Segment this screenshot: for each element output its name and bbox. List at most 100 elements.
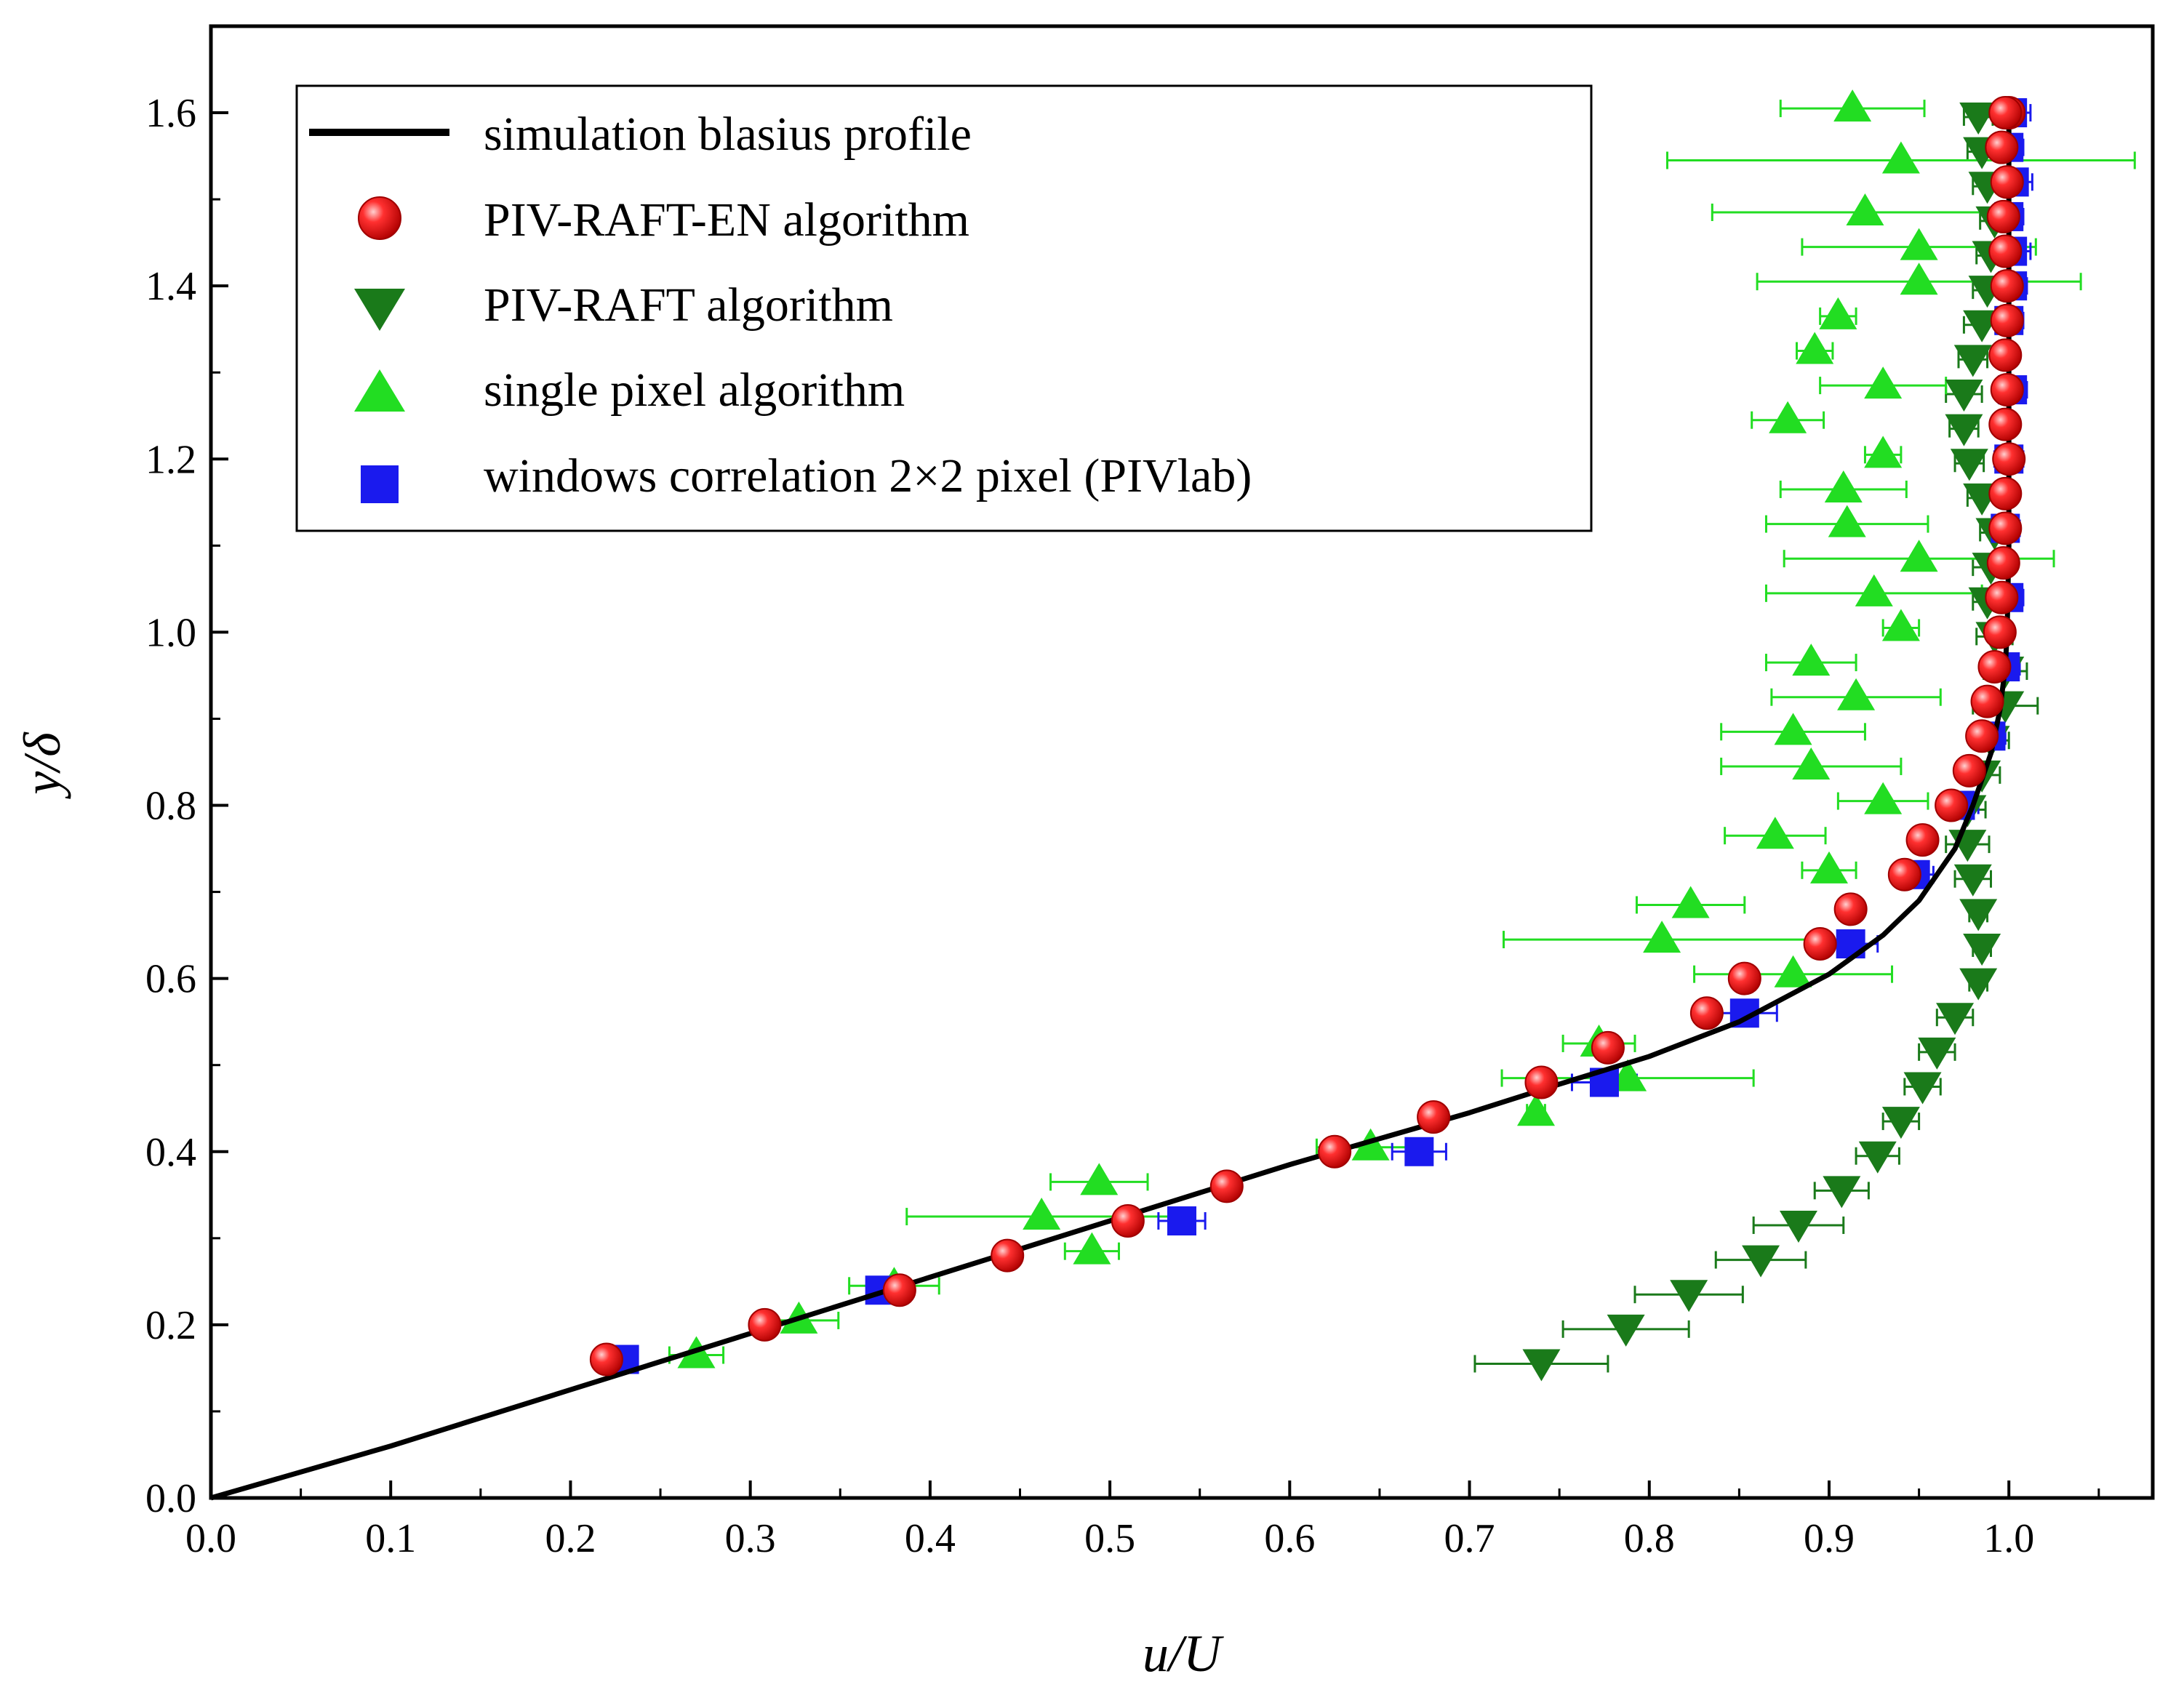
piv-raft-en-point <box>748 1307 782 1342</box>
single-pixel-point <box>1774 713 1812 745</box>
piv-raft-point <box>1858 1141 1897 1174</box>
piv-raft-point <box>1522 1349 1561 1382</box>
legend-label-piv-raft: PIV-RAFT algorithm <box>484 279 893 332</box>
piv-raft-point <box>1963 933 2001 966</box>
piv-raft-en-point <box>1524 1065 1559 1099</box>
single-pixel-point <box>1023 1198 1061 1230</box>
single-pixel-point <box>1900 540 1938 572</box>
piv-raft-point <box>1936 1003 1975 1035</box>
y-axis-title: y/δ <box>13 732 71 800</box>
piv-raft-point <box>1607 1314 1645 1347</box>
single-pixel-point <box>1864 366 1903 399</box>
piv-raft-en-point <box>1952 753 1986 788</box>
piv-raft-en-point <box>1887 857 1921 891</box>
x-tick-label: 0.4 <box>905 1516 956 1561</box>
piv-raft-point <box>1945 414 1983 446</box>
piv-raft-point <box>1950 449 1988 481</box>
single-pixel-point <box>1796 332 1834 364</box>
x-tick-label: 1.0 <box>1983 1516 2034 1561</box>
piv-raft-point <box>1881 1107 1920 1139</box>
x-tick-label: 0.1 <box>365 1516 416 1561</box>
piv-raft-en-point <box>1988 96 2023 130</box>
piv-raft-en-point <box>1990 373 2024 407</box>
single-pixel-point <box>1792 747 1831 780</box>
single-pixel-point <box>1792 644 1831 676</box>
piv-raft-en-point <box>1985 130 2019 164</box>
axis-ticks: 0.0 0.1 0.2 0.3 0.4 0.5 0.6 0.7 0.8 0.9 1.0 0.0 0.2 0… <box>145 25 2100 1561</box>
x-tick-label: 0.7 <box>1444 1516 1495 1561</box>
single-pixel-point <box>1828 505 1866 537</box>
piv-raft-en-point <box>1990 165 2024 199</box>
single-pixel-point <box>1073 1232 1111 1265</box>
single-pixel-point <box>1643 921 1681 953</box>
y-tick-label: 0.6 <box>145 957 196 1002</box>
single-pixel-point <box>1900 228 1938 260</box>
x-tick-label: 0.6 <box>1264 1516 1315 1561</box>
piv-raft-en-point <box>1935 788 1969 822</box>
piv-raft-en-point <box>991 1238 1025 1273</box>
piv-raft-en-point <box>1988 511 2023 545</box>
piv-raft-en-point <box>1833 892 1868 926</box>
piv-raft-en-point <box>1992 442 2026 476</box>
y-tick-label: 0.4 <box>145 1130 196 1175</box>
x-tick-label: 0.5 <box>1084 1516 1135 1561</box>
y-tick-label: 1.0 <box>145 610 196 655</box>
piv-raft-point <box>1953 345 1992 377</box>
single-pixel-point <box>1824 470 1863 502</box>
series-layer <box>210 89 2136 1501</box>
piv-raft-point <box>1953 864 1992 897</box>
single-pixel-point <box>1855 574 1893 606</box>
legend-swatch-piv-raft <box>354 289 405 331</box>
x-tick-label: 0.9 <box>1804 1516 1855 1561</box>
piv-raft-en-point <box>589 1342 623 1377</box>
piv-raft-point <box>1918 1037 1956 1070</box>
single-pixel-point <box>1517 1094 1556 1126</box>
legend-label-windows-correlation: windows correlation 2×2 pixel (PIVlab) <box>484 449 1252 502</box>
single-pixel-point <box>1769 401 1807 433</box>
single-pixel-point <box>1833 89 1872 122</box>
piv-raft-point <box>1959 968 1998 1001</box>
x-tick-label: 0.2 <box>545 1516 596 1561</box>
piv-raft-point <box>1959 103 1998 135</box>
single-pixel-point <box>1864 782 1903 814</box>
windows-correlation-point <box>1404 1137 1434 1166</box>
piv-raft-en-point <box>1591 1030 1625 1065</box>
piv-raft-point <box>1670 1280 1708 1313</box>
legend: simulation blasius profile PIV-RAFT-EN a… <box>295 84 1593 532</box>
piv-raft-point <box>1959 899 1998 931</box>
single-pixel-point <box>1774 955 1812 987</box>
y-tick-label: 0.2 <box>145 1303 196 1348</box>
piv-raft-en-point <box>1965 719 1999 753</box>
windows-correlation-point <box>1167 1206 1196 1236</box>
legend-swatch-windows-correlation <box>361 465 399 503</box>
single-pixel-point <box>1671 886 1710 918</box>
piv-raft-en-point <box>1970 684 2004 718</box>
piv-raft-en-point <box>1988 476 2023 510</box>
y-tick-label: 0.0 <box>145 1476 196 1521</box>
legend-swatch-single-pixel <box>354 369 405 412</box>
single-pixel-point <box>1900 263 1938 295</box>
single-pixel-point <box>1351 1128 1390 1161</box>
piv-raft-en-point <box>882 1273 916 1307</box>
series-piv-raft-en-algorithm <box>589 96 2026 1377</box>
piv-raft-en-point <box>1977 650 2012 684</box>
piv-raft-en-point <box>1983 615 2017 649</box>
piv-raft-en-point <box>1985 580 2019 614</box>
y-tick-label: 1.4 <box>145 264 196 309</box>
x-tick-label: 0.8 <box>1624 1516 1675 1561</box>
plot-frame <box>209 24 2155 1500</box>
single-pixel-point <box>1837 678 1876 710</box>
piv-raft-en-point <box>1318 1134 1352 1169</box>
legend-label-piv-raft-en: PIV-RAFT-EN algorithm <box>484 193 969 247</box>
x-axis-title: u/U <box>1143 1624 1224 1683</box>
piv-raft-en-point <box>1988 407 2023 441</box>
legend-label-blasius: simulation blasius profile <box>484 108 972 161</box>
piv-raft-en-point <box>1990 269 2024 303</box>
piv-raft-point <box>1903 1072 1942 1105</box>
piv-raft-en-point <box>1988 338 2023 372</box>
single-pixel-point <box>1881 609 1920 641</box>
single-pixel-point <box>1756 817 1794 849</box>
piv-raft-point <box>1742 1245 1780 1278</box>
y-tick-label: 1.2 <box>145 437 196 482</box>
piv-raft-point <box>1823 1176 1861 1209</box>
